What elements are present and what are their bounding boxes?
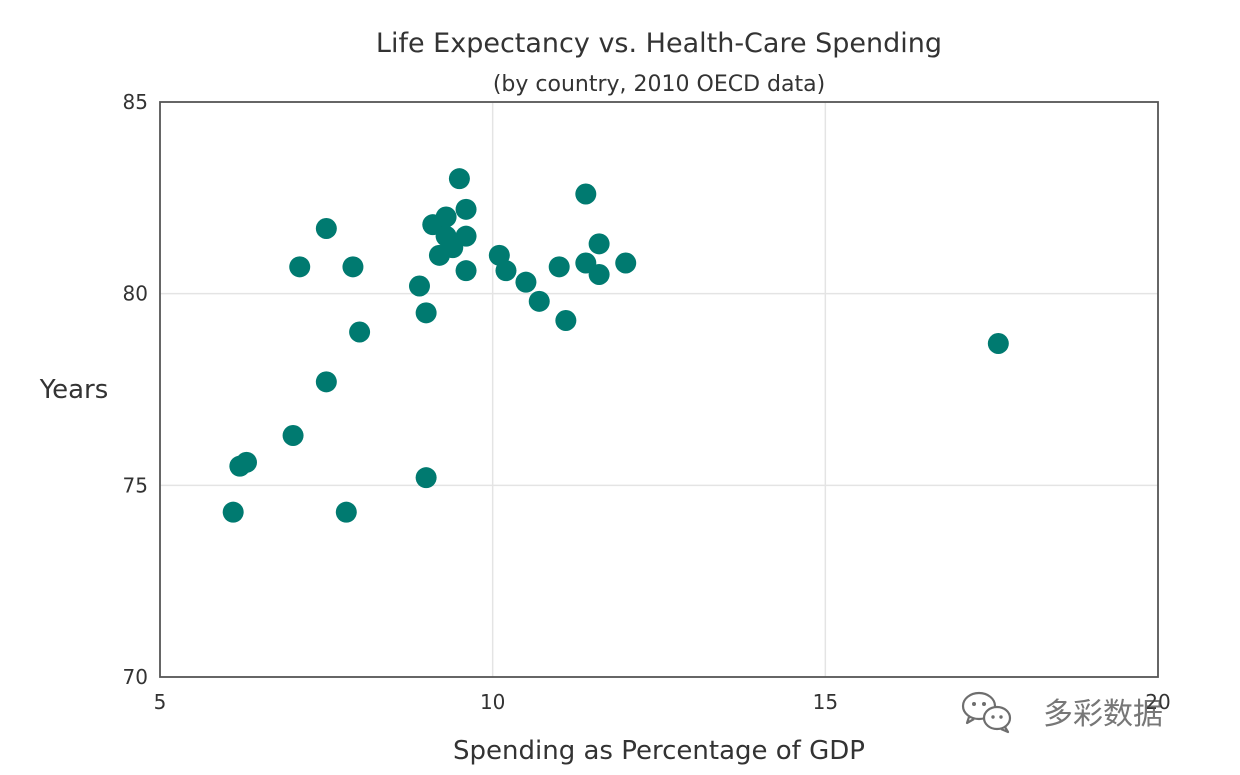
plot-area-frame xyxy=(159,101,1159,678)
grid-lines xyxy=(160,102,1158,677)
data-point xyxy=(349,321,371,343)
chart-title: Life Expectancy vs. Health-Care Spending xyxy=(376,28,942,59)
data-point xyxy=(455,198,477,220)
data-point xyxy=(435,206,457,228)
data-point xyxy=(588,233,610,255)
x-tick-label: 15 xyxy=(813,690,838,714)
data-points xyxy=(222,168,1009,523)
data-point xyxy=(555,310,577,331)
y-tick-label: 80 xyxy=(123,282,148,306)
data-point xyxy=(315,371,337,393)
data-point xyxy=(415,467,437,489)
data-point xyxy=(282,425,304,446)
tick-labels: 5 10 15 20 70 75 80 85 xyxy=(123,90,1171,714)
data-point xyxy=(448,168,470,190)
data-point xyxy=(455,260,477,282)
data-point xyxy=(222,501,244,523)
data-point xyxy=(987,333,1009,354)
chart-subtitle: (by country, 2010 OECD data) xyxy=(493,72,825,97)
y-tick-label: 70 xyxy=(123,665,148,689)
data-point xyxy=(575,183,597,205)
x-tick-label: 20 xyxy=(1145,690,1170,714)
data-point xyxy=(495,260,517,282)
data-point xyxy=(515,271,537,293)
data-point xyxy=(408,275,430,297)
wechat-icon xyxy=(961,691,1012,734)
data-point xyxy=(315,218,337,239)
data-point xyxy=(335,501,357,523)
watermark-text: 多彩数据 xyxy=(1043,697,1163,732)
data-point xyxy=(548,256,570,278)
watermark: 多彩数据 xyxy=(961,691,1163,734)
data-point xyxy=(528,290,550,312)
data-point xyxy=(342,256,364,278)
data-point xyxy=(455,225,477,247)
y-tick-label: 75 xyxy=(123,473,148,497)
x-axis-label: Spending as Percentage of GDP xyxy=(453,736,865,766)
data-point xyxy=(588,264,610,285)
data-point xyxy=(615,252,637,274)
x-tick-label: 5 xyxy=(154,690,167,714)
data-point xyxy=(415,302,437,324)
y-tick-label: 85 xyxy=(123,90,148,114)
data-point xyxy=(235,451,257,473)
y-axis-label: Years xyxy=(39,375,109,405)
x-tick-label: 10 xyxy=(480,690,505,714)
data-point xyxy=(289,256,311,278)
